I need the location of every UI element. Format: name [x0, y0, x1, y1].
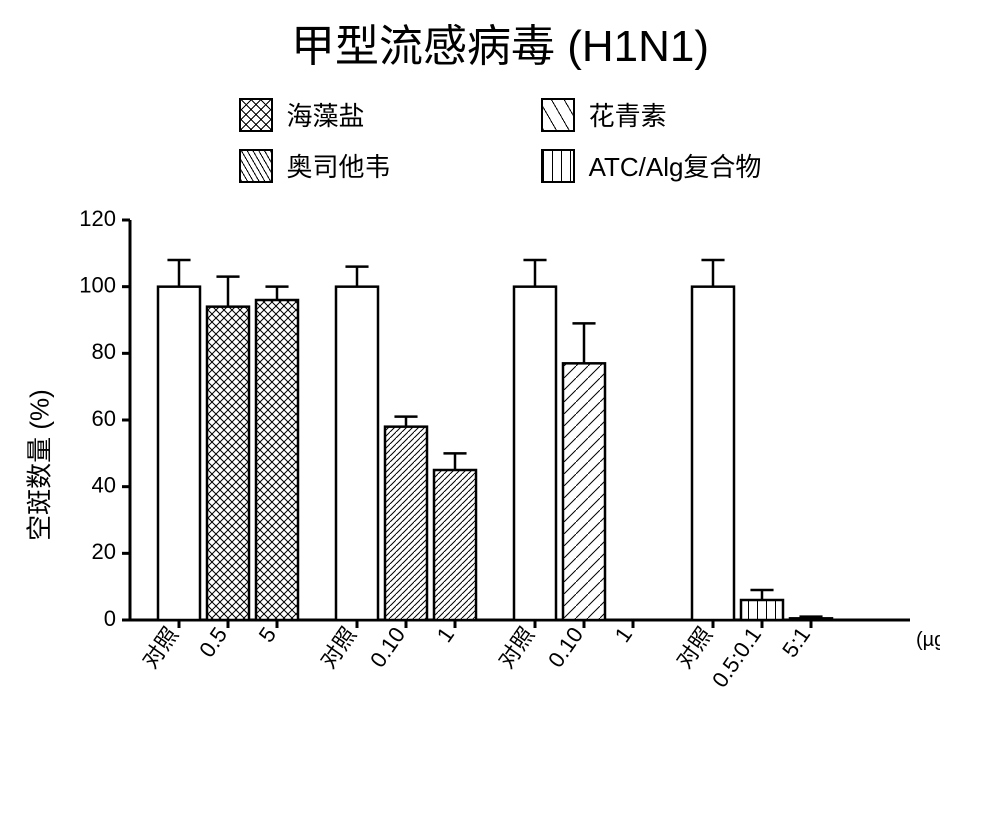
legend-swatch — [541, 149, 575, 183]
legend-swatch — [239, 98, 273, 132]
svg-text:对照: 对照 — [671, 623, 717, 673]
svg-text:(µg/mℓ): (µg/mℓ) — [916, 629, 940, 651]
legend-swatch — [239, 149, 273, 183]
svg-text:5:1: 5:1 — [777, 623, 815, 662]
legend-item: 花青素 — [541, 96, 762, 133]
svg-text:20: 20 — [92, 539, 116, 564]
svg-text:60: 60 — [92, 406, 116, 431]
legend-label: 海藻盐 — [287, 96, 365, 133]
svg-text:对照: 对照 — [493, 623, 539, 673]
legend-swatch — [541, 98, 575, 132]
chart-title: 甲型流感病毒 (H1N1) — [0, 10, 1000, 74]
bar-chart: 020406080100120对照0.55对照0.101对照0.101对照0.5… — [60, 210, 940, 720]
svg-text:0.10: 0.10 — [543, 623, 588, 672]
svg-text:0.10: 0.10 — [365, 623, 410, 672]
legend-label: 花青素 — [589, 96, 667, 133]
y-axis-label: 空斑数量 (%) — [20, 389, 57, 541]
legend: 海藻盐 花青素 奥司他韦 ATC/Alg复合物 — [0, 96, 1000, 184]
svg-text:对照: 对照 — [315, 623, 361, 673]
legend-item: ATC/Alg复合物 — [541, 147, 762, 184]
svg-text:100: 100 — [79, 272, 116, 297]
chart-area: 空斑数量 (%) 020406080100120对照0.55对照0.101对照0… — [60, 210, 940, 720]
svg-text:0.5: 0.5 — [194, 623, 232, 662]
legend-item: 奥司他韦 — [239, 147, 391, 184]
svg-text:对照: 对照 — [137, 623, 183, 673]
legend-item: 海藻盐 — [239, 96, 391, 133]
svg-text:0: 0 — [104, 606, 116, 631]
svg-text:0.5:0.1: 0.5:0.1 — [707, 623, 766, 692]
svg-text:80: 80 — [92, 339, 116, 364]
legend-label: ATC/Alg复合物 — [589, 147, 762, 184]
svg-text:40: 40 — [92, 472, 116, 497]
svg-text:120: 120 — [79, 210, 116, 231]
legend-label: 奥司他韦 — [287, 147, 391, 184]
